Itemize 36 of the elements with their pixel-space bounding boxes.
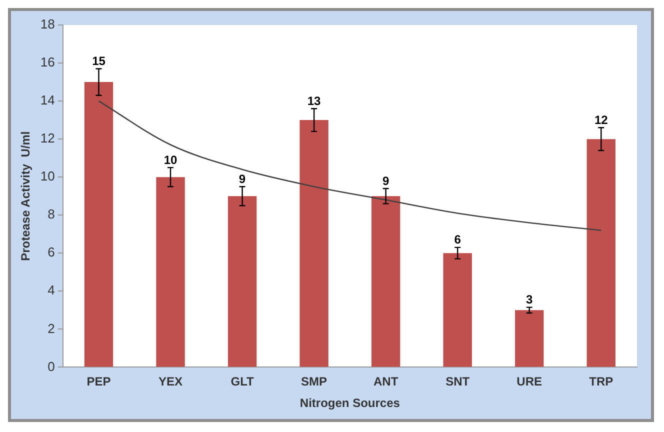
y-tick-label: 2 <box>48 320 55 336</box>
bar <box>228 196 257 367</box>
x-tick-label: PEP <box>86 374 111 389</box>
data-label: 10 <box>164 152 178 167</box>
x-tick-label: GLT <box>230 374 254 389</box>
x-tick-label: SMP <box>301 374 328 389</box>
bar <box>443 253 472 367</box>
x-tick-label: URE <box>516 374 542 389</box>
y-tick-label: 12 <box>40 130 55 146</box>
data-label: 9 <box>238 172 246 186</box>
data-label: 12 <box>594 112 608 127</box>
data-label: 15 <box>92 54 106 68</box>
y-tick-label: 10 <box>40 168 55 184</box>
x-axis-title: Nitrogen Sources <box>300 396 400 410</box>
data-label: 6 <box>454 232 462 247</box>
bar <box>84 82 114 367</box>
y-tick-label: 18 <box>40 16 55 32</box>
data-label: 13 <box>307 94 322 108</box>
x-tick-label: SNT <box>446 374 470 389</box>
y-tick-label: 4 <box>48 282 55 298</box>
data-label: 3 <box>526 292 534 307</box>
y-tick-label: 0 <box>48 358 55 374</box>
y-tick-label: 16 <box>40 54 55 70</box>
y-tick-label: 6 <box>48 244 55 260</box>
x-tick-label: TRP <box>589 374 614 389</box>
data-label: 9 <box>382 174 390 188</box>
y-tick-label: 14 <box>40 92 55 108</box>
x-tick-label: YEX <box>158 374 183 389</box>
x-tick-label: ANT <box>373 374 399 389</box>
y-tick-label: 8 <box>48 206 55 222</box>
bar <box>156 177 185 367</box>
bar <box>514 310 544 367</box>
bar <box>586 139 616 367</box>
bar <box>300 120 328 367</box>
bar <box>371 196 400 367</box>
y-axis-title: Protease Activity U/ml <box>18 131 33 261</box>
